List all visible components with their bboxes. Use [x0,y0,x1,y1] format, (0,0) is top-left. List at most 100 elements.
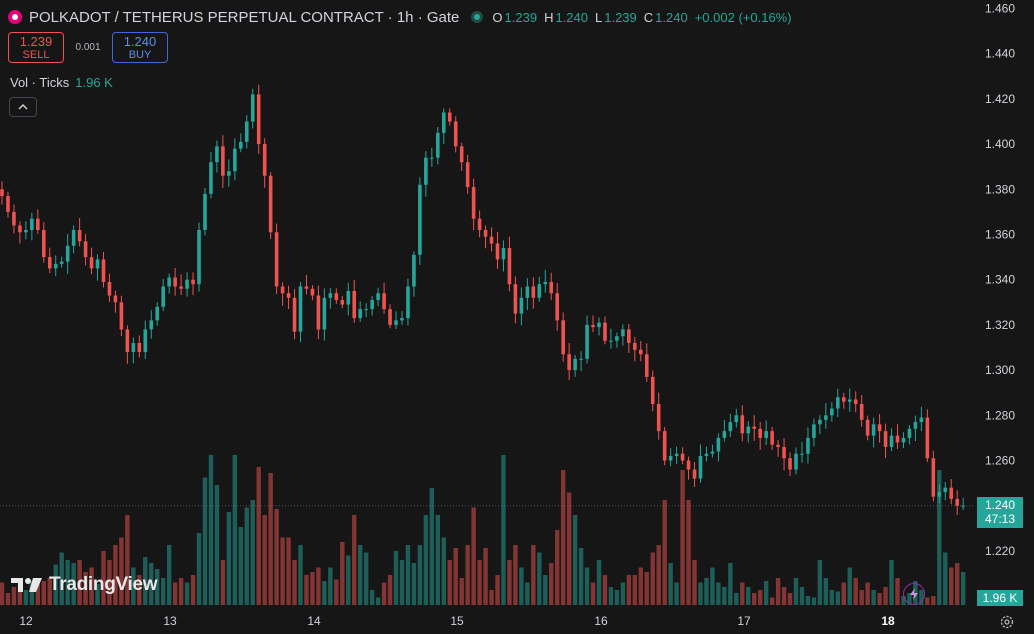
sell-price: 1.239 [19,33,53,49]
candle-body [418,184,422,255]
candle-body [961,505,965,507]
candle-body [36,218,40,230]
candle-body [907,428,912,438]
candle-body [579,358,583,360]
volume-legend-value: 1.96 K [75,75,113,90]
candle-body [77,229,82,242]
candle-body [352,291,357,319]
volume-bar [47,578,52,605]
candle-body [806,437,810,454]
candle-body [173,277,177,287]
volume-bar [435,515,441,605]
sell-label: SELL [22,48,50,61]
spread-value: 0.001 [75,42,101,53]
candle-body [286,293,291,298]
volume-bar [507,560,512,605]
volume-bar [698,582,703,605]
volume-bar [77,560,82,605]
volume-legend[interactable]: Vol · Ticks 1.96 K [10,75,113,90]
candle-body [734,415,739,423]
candle-body [573,358,577,371]
volume-bar [740,582,745,605]
polkadot-icon[interactable] [8,10,22,24]
volume-bar [525,582,530,605]
volume-bar [17,585,23,605]
volume-bar [716,582,721,605]
volume-bar [537,552,542,605]
candle-body [865,419,870,436]
candle-body [125,329,130,353]
volume-bar [268,473,273,605]
volume-bar [531,545,536,605]
volume-bar [375,597,381,605]
volume-bar [346,555,351,605]
candle-body [949,487,954,499]
candle-body [919,417,924,423]
volume-bar [316,567,321,605]
low-value: 1.239 [604,9,637,25]
candle-body [955,498,959,506]
volume-bar [555,530,560,605]
candle-body [543,281,548,285]
candle-body [244,121,249,142]
volume-bar [143,557,148,605]
candle-body [525,286,530,298]
candle-body [531,286,536,298]
candle-body [507,248,512,285]
price-tick: 1.460 [985,2,1015,16]
lightning-button[interactable] [903,583,925,605]
candle-body [800,453,804,455]
candle-body [310,288,315,296]
candle-body [722,431,727,438]
volume-bar [757,590,763,605]
market-status-icon[interactable] [471,11,484,23]
candle-body [0,189,4,197]
candle-body [603,322,607,341]
candle-body [262,144,267,176]
collapse-legend-button[interactable] [9,97,37,117]
candle-body [585,324,589,359]
time-tick: 14 [307,614,321,628]
time-axis[interactable]: 12 13 14 15 16 17 18 [19,614,895,628]
candle-body [931,458,936,497]
volume-bar [626,575,632,605]
price-tick: 1.300 [985,363,1015,377]
gear-icon[interactable] [999,614,1015,630]
candle-body [453,121,458,147]
symbol-title[interactable]: POLKADOT / TETHERUS PERPETUAL CONTRACT ·… [29,8,460,26]
candle-body [609,340,613,342]
volume-bar [441,537,446,605]
candle-body [358,309,362,319]
volume-bar [793,578,799,605]
volume-bar [937,470,942,605]
candle-body [483,229,488,237]
volume-bar [853,578,858,605]
sell-button[interactable]: 1.239 SELL [8,32,64,63]
volume-bar [644,572,649,605]
price-axis[interactable]: 1.460 1.440 1.420 1.400 1.380 1.360 1.340 1.320… [985,2,1015,558]
candle-body [943,487,948,493]
volume-bar [244,507,249,605]
volume-bar [847,567,852,605]
volume-bar [805,596,811,605]
volume-bar [949,567,954,605]
time-tick: 12 [19,614,33,628]
candle-body [107,281,112,296]
volume-bar [83,572,88,605]
volume-bar [519,567,524,605]
tradingview-logo[interactable]: TradingView [11,574,158,596]
candle-body [740,415,745,434]
candle-body [633,342,637,350]
volume-bar [746,587,751,605]
volume-bar [841,582,846,605]
candle-body [203,193,207,230]
candle-body [89,257,94,269]
volume-bar [184,582,190,605]
price-tick: 1.260 [985,454,1015,468]
volume-bar [149,563,154,605]
close-value: 1.240 [655,9,688,25]
candle-body [340,300,345,305]
buy-button[interactable]: 1.240 BUY [112,32,168,63]
volume-bar [363,552,369,605]
